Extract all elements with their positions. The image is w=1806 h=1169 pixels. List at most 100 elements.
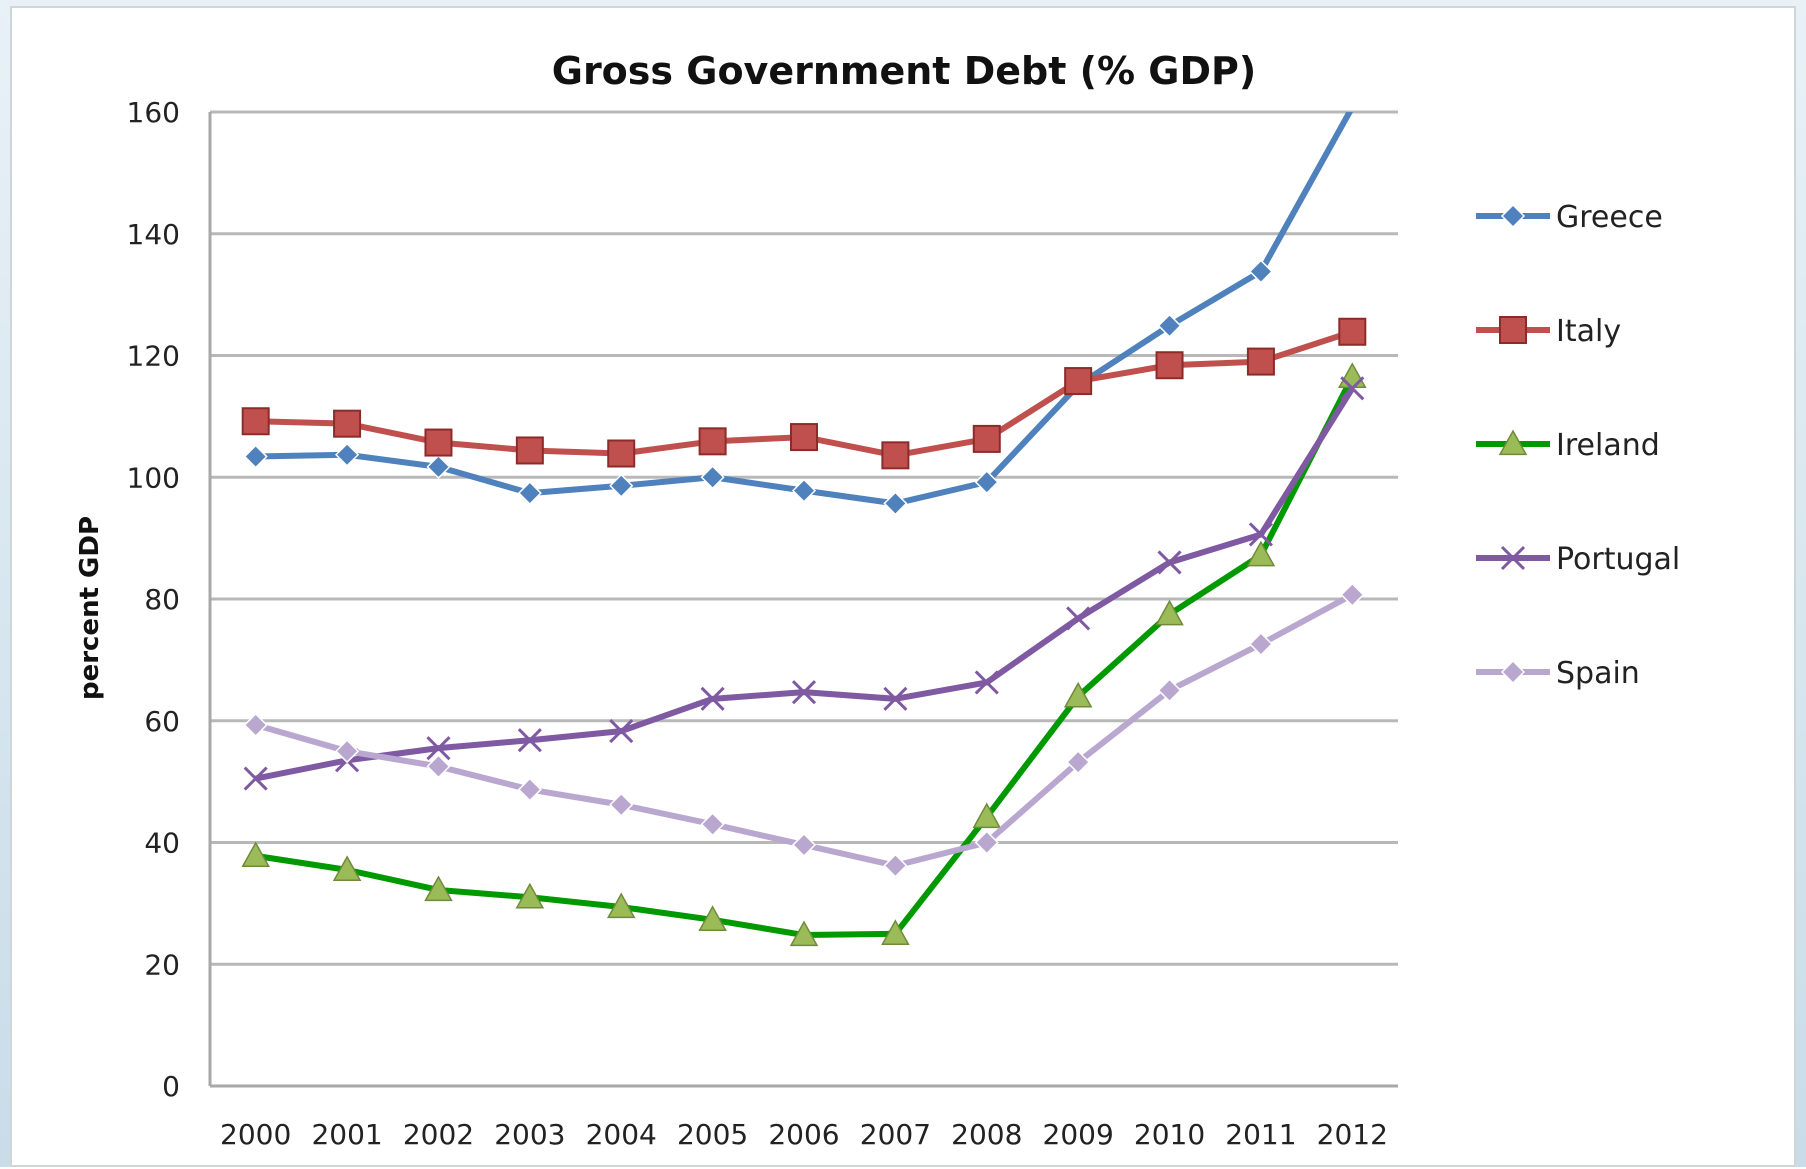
x-tick-label: 2005	[677, 1118, 748, 1151]
data-point-ireland	[424, 875, 453, 902]
series-line-spain	[254, 592, 1354, 869]
x-tick-label: 2008	[951, 1118, 1022, 1151]
legend-item-ireland: Ireland	[1476, 428, 1660, 463]
data-point-ireland	[241, 841, 270, 868]
data-point-italy	[1338, 317, 1367, 346]
data-point-portugal	[517, 728, 542, 753]
data-point-italy	[607, 439, 636, 468]
series-portugal	[243, 376, 1365, 791]
legend-marker	[1500, 545, 1526, 571]
data-point-spain	[1066, 750, 1091, 775]
data-point-portugal	[243, 766, 268, 791]
data-point-spain	[1157, 678, 1182, 703]
data-point-italy	[241, 407, 270, 436]
data-point-portugal	[609, 719, 634, 744]
y-tick-label: 160	[127, 96, 180, 129]
x-tick-label: 2011	[1225, 1118, 1296, 1151]
data-point-greece	[426, 454, 451, 479]
data-point-greece	[335, 442, 360, 467]
data-point-greece	[517, 481, 542, 506]
data-point-ireland	[972, 802, 1002, 829]
x-tick-label: 2007	[860, 1118, 931, 1151]
data-point-ireland	[515, 882, 545, 909]
series-spain	[243, 582, 1365, 878]
y-tick-label: 80	[144, 583, 180, 616]
data-point-greece	[791, 478, 817, 503]
data-point-italy	[972, 424, 1001, 453]
y-tick-label: 40	[144, 827, 180, 860]
data-point-portugal	[1157, 550, 1182, 575]
data-point-ireland	[1246, 540, 1276, 567]
y-axis-title: percent GDP	[75, 516, 105, 700]
data-point-portugal	[1248, 522, 1273, 547]
y-tick-label: 140	[127, 218, 180, 251]
data-point-greece	[609, 473, 634, 498]
data-point-spain	[517, 777, 542, 802]
data-point-ireland	[881, 919, 910, 945]
data-point-greece	[243, 444, 268, 469]
legend-item-spain: Spain	[1476, 656, 1640, 691]
legend-marker	[1498, 429, 1528, 456]
data-point-spain	[335, 739, 360, 764]
data-point-italy	[333, 409, 362, 438]
data-point-greece	[1157, 313, 1182, 338]
data-point-greece	[883, 491, 908, 516]
data-point-portugal	[700, 686, 725, 711]
chart-title: Gross Government Debt (% GDP)	[552, 49, 1256, 93]
x-tick-label: 2006	[768, 1118, 839, 1151]
data-point-portugal	[1066, 606, 1091, 631]
data-point-spain	[1248, 631, 1273, 657]
legend-label: Greece	[1556, 200, 1663, 235]
legend-item-greece: Greece	[1476, 200, 1663, 235]
data-point-portugal	[883, 686, 908, 711]
data-point-ireland	[789, 920, 819, 947]
x-tick-label: 2001	[311, 1118, 382, 1151]
gridlines	[210, 110, 1398, 966]
data-point-greece	[1248, 259, 1273, 284]
data-point-spain	[243, 712, 268, 738]
legend-item-portugal: Portugal	[1476, 542, 1680, 577]
x-tick-label: 2003	[494, 1118, 565, 1151]
legend-label: Portugal	[1556, 542, 1680, 577]
series-layer	[241, 112, 1367, 947]
legend-item-italy: Italy	[1476, 314, 1621, 349]
data-point-portugal	[426, 736, 451, 761]
legend-label: Spain	[1556, 656, 1640, 691]
x-tick-label: 2000	[220, 1118, 291, 1151]
data-point-spain	[700, 812, 725, 837]
line-chart: Gross Government Debt (% GDP) percent GD…	[75, 49, 1680, 1151]
series-greece	[243, 112, 1354, 516]
y-tick-label: 120	[127, 340, 180, 373]
legend-marker	[1500, 659, 1526, 685]
data-point-spain	[609, 792, 634, 817]
x-tick-label: 2012	[1317, 1118, 1388, 1151]
data-point-italy	[1155, 351, 1184, 380]
y-tick-label: 60	[144, 705, 180, 738]
data-point-italy	[515, 436, 544, 465]
series-italy	[241, 317, 1367, 470]
data-point-italy	[424, 428, 453, 457]
legend-marker	[1500, 203, 1526, 229]
data-point-spain	[974, 830, 999, 855]
series-ireland	[241, 362, 1367, 947]
data-point-portugal	[1340, 376, 1365, 401]
data-point-ireland	[606, 892, 636, 919]
x-tick-label: 2004	[586, 1118, 657, 1151]
data-point-ireland	[1155, 599, 1184, 626]
chart-panel: Gross Government Debt (% GDP) percent GD…	[10, 6, 1796, 1167]
x-tick-label: 2010	[1134, 1118, 1205, 1151]
x-tick-label: 2009	[1043, 1118, 1114, 1151]
data-point-ireland	[698, 905, 727, 931]
data-point-italy	[881, 441, 910, 470]
data-point-spain	[791, 832, 817, 857]
data-point-italy	[698, 427, 727, 456]
data-point-italy	[790, 423, 818, 452]
y-tick-label: 0	[162, 1070, 180, 1103]
x-tick-label: 2002	[403, 1118, 474, 1151]
y-tick-label: 20	[144, 948, 180, 981]
data-point-spain	[1340, 582, 1365, 607]
data-point-ireland	[332, 855, 362, 882]
data-point-ireland	[1063, 681, 1093, 708]
data-point-greece	[700, 465, 725, 490]
